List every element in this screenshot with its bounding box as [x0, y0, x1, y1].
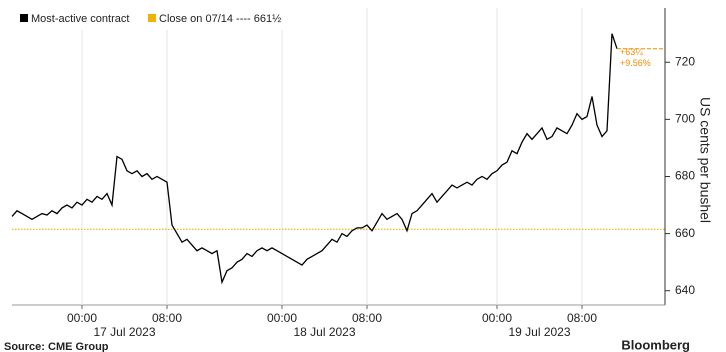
y-tick-label: 680: [675, 169, 695, 183]
y-tick-label: 640: [675, 283, 695, 297]
legend-swatch: [148, 14, 156, 22]
y-tick-label: 660: [675, 226, 695, 240]
x-tick-label: 08:00: [352, 311, 382, 325]
y-tick-label: 720: [675, 54, 695, 68]
legend: Most-active contract Close on 07/14 ---- …: [6, 8, 286, 30]
annotation: +9.56%: [620, 58, 651, 68]
y-axis-title: US cents per bushel: [697, 97, 713, 223]
legend-bg: [6, 8, 286, 30]
legend-swatch: [20, 14, 28, 22]
legend-label: Close on 07/14 ---- 661½: [159, 13, 281, 25]
line-series: [11, 33, 618, 285]
x-date-label: 18 Jul 2023: [293, 325, 355, 339]
x-tick-label: 08:00: [567, 311, 597, 325]
x-tick-label: 00:00: [267, 311, 297, 325]
x-date-label: 17 Jul 2023: [93, 325, 155, 339]
y-tick-label: 700: [675, 112, 695, 126]
legend-label: Most-active contract: [31, 13, 129, 25]
brand: Bloomberg: [621, 337, 690, 352]
x-tick-label: 00:00: [482, 311, 512, 325]
source: Source: CME Group: [4, 341, 109, 352]
x-tick-label: 00:00: [67, 311, 97, 325]
x-tick-label: 08:00: [152, 311, 182, 325]
annotation: +63¼: [620, 47, 643, 57]
x-date-label: 19 Jul 2023: [508, 325, 570, 339]
